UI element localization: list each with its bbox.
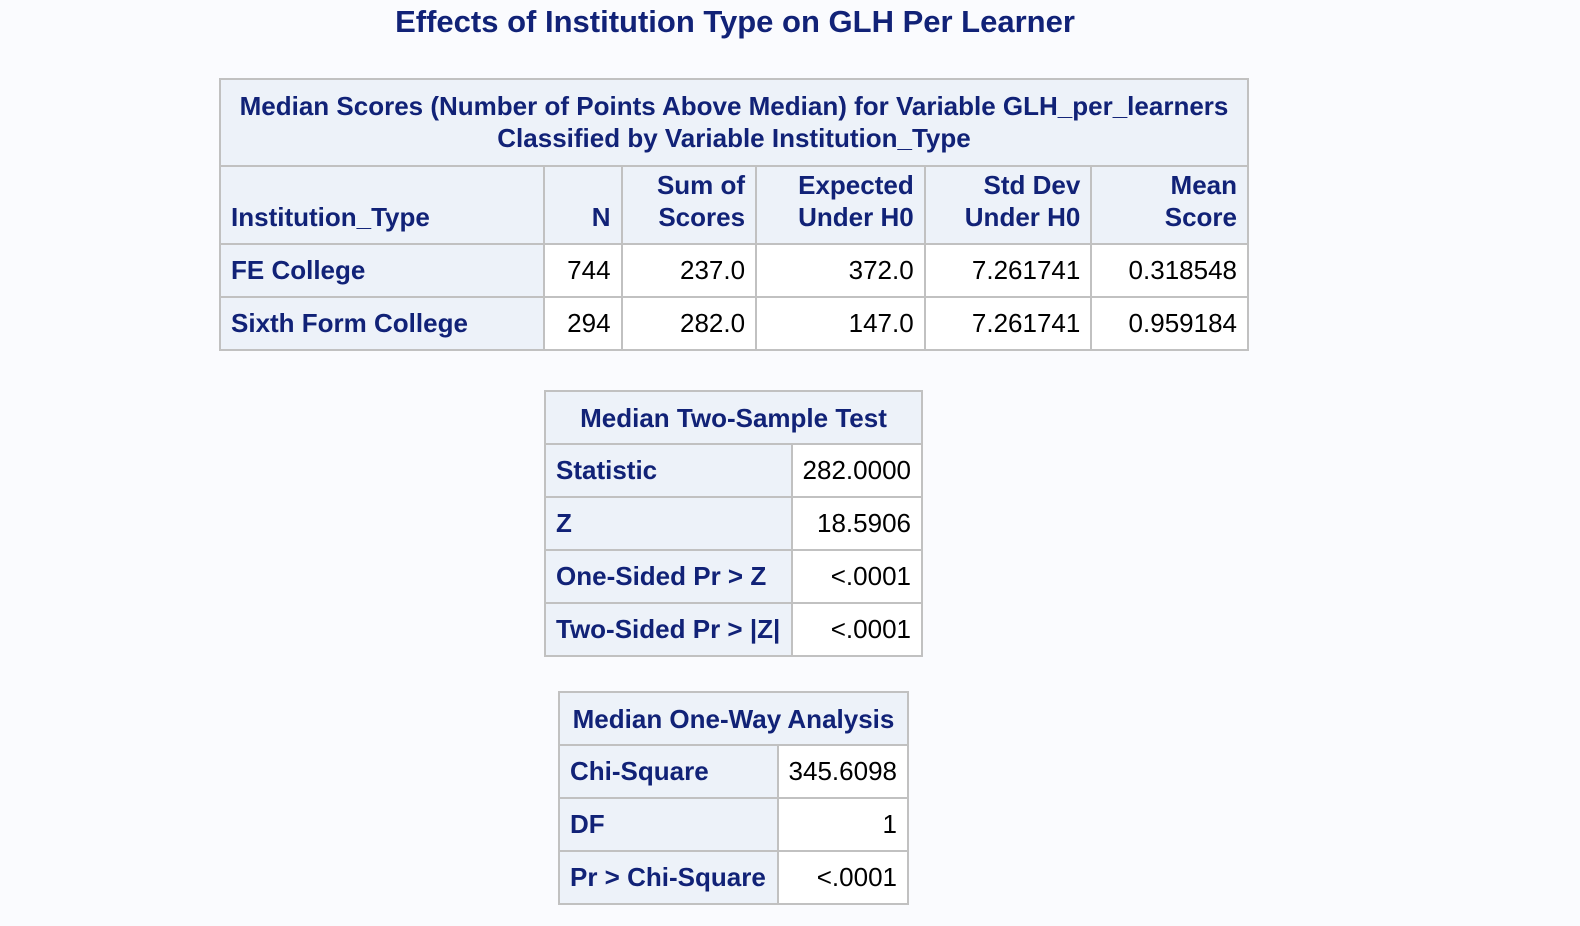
cell-sum-of-scores: 282.0 [620,296,758,351]
row-value: <.0001 [776,850,910,905]
table-row: Two-Sided Pr > |Z| <.0001 [544,602,924,657]
header-stddev-line-1: Std Dev [983,170,1081,200]
header-expected-line-1: Expected [798,170,914,200]
row-value: <.0001 [790,602,924,657]
median-scores-table: Median Scores (Number of Points Above Me… [218,78,1249,351]
caption-line-1: Median Scores (Number of Points Above Me… [239,91,1229,121]
cell-mean-score: 0.959184 [1090,296,1249,351]
header-std-dev-under-h0: Std Dev Under H0 [923,165,1093,245]
median-scores-caption: Median Scores (Number of Points Above Me… [219,78,1249,167]
cell-expected-under-h0: 372.0 [755,243,926,298]
cell-expected-under-h0: 147.0 [755,296,926,351]
table-row: DF 1 [558,797,910,852]
two-sample-test-table: Median Two-Sample Test Statistic 282.000… [544,390,924,657]
table-row: Pr > Chi-Square <.0001 [558,850,910,905]
row-label: DF [558,797,779,852]
header-expected-under-h0: Expected Under H0 [755,165,926,245]
table-row: Sixth Form College 294 282.0 147.0 7.261… [218,296,1249,351]
row-label: Two-Sided Pr > |Z| [544,602,793,657]
header-mean-score: Mean Score [1090,165,1249,245]
header-institution-type: Institution_Type [218,165,546,245]
table-caption-row: Median Scores (Number of Points Above Me… [219,78,1249,167]
row-institution-type: FE College [218,243,546,298]
caption-line-2: Classified by Variable Institution_Type [497,123,971,153]
row-label: Pr > Chi-Square [558,850,779,905]
header-expected-line-2: Under H0 [798,202,914,232]
cell-sum-of-scores: 237.0 [620,243,758,298]
cell-std-dev-under-h0: 7.261741 [923,243,1093,298]
one-way-analysis-table: Median One-Way Analysis Chi-Square 345.6… [558,691,910,905]
cell-std-dev-under-h0: 7.261741 [923,296,1093,351]
cell-mean-score: 0.318548 [1090,243,1249,298]
header-mean-line-1: Mean [1170,170,1237,200]
row-value: 1 [776,797,910,852]
row-value: 18.5906 [790,496,924,551]
table-row: FE College 744 237.0 372.0 7.261741 0.31… [218,243,1249,298]
row-value: 345.6098 [776,744,910,799]
one-way-analysis-caption: Median One-Way Analysis [558,691,909,746]
table-row: Z 18.5906 [544,496,924,551]
cell-n: 744 [543,243,623,298]
row-label: One-Sided Pr > Z [544,549,793,604]
column-header-row: Institution_Type N Sum of Scores Expecte… [218,165,1249,245]
table-row: One-Sided Pr > Z <.0001 [544,549,924,604]
row-label: Chi-Square [558,744,779,799]
row-value: 282.0000 [790,443,924,498]
table-caption-row: Median One-Way Analysis [558,691,909,746]
two-sample-test-caption: Median Two-Sample Test [544,390,923,445]
header-sum-line-2: Scores [658,202,746,232]
header-sum-line-1: Sum of [656,170,746,200]
row-value: <.0001 [790,549,924,604]
row-label: Z [544,496,793,551]
table-row: Statistic 282.0000 [544,443,924,498]
table-row: Chi-Square 345.6098 [558,744,910,799]
row-institution-type: Sixth Form College [218,296,546,351]
header-mean-line-2: Score [1164,202,1237,232]
header-stddev-line-2: Under H0 [964,202,1081,232]
row-label: Statistic [544,443,793,498]
header-n: N [543,165,623,245]
cell-n: 294 [543,296,623,351]
page-title: Effects of Institution Type on GLH Per L… [395,4,1075,39]
header-sum-of-scores: Sum of Scores [620,165,758,245]
table-caption-row: Median Two-Sample Test [544,390,923,445]
